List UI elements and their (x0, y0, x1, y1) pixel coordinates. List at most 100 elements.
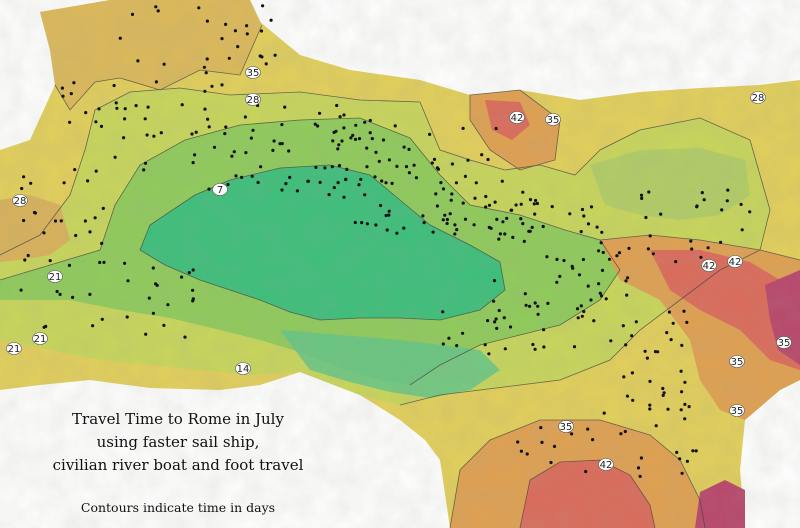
settlement-dot (586, 427, 590, 431)
settlement-dot (581, 257, 586, 262)
settlement-dot (643, 349, 647, 353)
settlement-dot (432, 157, 437, 161)
settlement-dot (53, 219, 58, 223)
settlement-dot (59, 219, 63, 223)
settlement-dot (493, 320, 497, 324)
settlement-dot (380, 179, 384, 183)
settlement-dot (445, 217, 449, 222)
settlement-dot (646, 247, 651, 251)
settlement-dot (22, 175, 26, 179)
settlement-dot (48, 259, 52, 263)
settlement-dot (29, 181, 33, 185)
settlement-dot (509, 208, 513, 212)
settlement-dot (197, 6, 201, 10)
settlement-dot (666, 407, 670, 411)
settlement-dot (443, 213, 447, 217)
contour-label: 21 (32, 332, 48, 345)
settlement-dot (93, 216, 97, 220)
settlement-dot (283, 105, 287, 109)
svg-text:21: 21 (34, 334, 47, 345)
settlement-dot (337, 143, 341, 147)
settlement-dot (88, 292, 92, 296)
settlement-dot (674, 260, 678, 264)
contour-label: 35 (545, 113, 561, 126)
settlement-dot (190, 132, 194, 136)
settlement-dot (495, 326, 499, 330)
settlement-dot (434, 192, 438, 196)
settlement-dot (552, 444, 557, 448)
contour-35-south (449, 419, 706, 528)
settlement-dot (374, 150, 378, 154)
settlement-dot (680, 343, 684, 347)
settlement-dot (739, 202, 743, 206)
settlement-dot (337, 164, 342, 168)
settlement-dot (636, 466, 641, 470)
settlement-dot (314, 165, 318, 169)
settlement-dot (528, 198, 533, 202)
settlement-dot (203, 107, 207, 111)
settlement-dot (523, 292, 527, 296)
contour-label: 14 (235, 362, 251, 375)
contour-label: 28 (245, 93, 261, 106)
settlement-dot (183, 335, 187, 339)
settlement-dot (450, 162, 454, 166)
settlement-dot (212, 145, 217, 149)
settlement-dot (144, 332, 148, 336)
settlement-dot (582, 214, 586, 218)
settlement-dot (624, 343, 628, 347)
settlement-dot (489, 226, 493, 230)
settlement-dot (687, 405, 691, 409)
settlement-dot (577, 273, 582, 277)
settlement-dot (331, 139, 335, 143)
settlement-dot (58, 292, 62, 296)
settlement-dot (280, 188, 284, 192)
settlement-dot (455, 344, 459, 348)
settlement-dot (599, 241, 603, 245)
settlement-dot (422, 221, 426, 225)
settlement-dot (250, 174, 254, 178)
settlement-dot (102, 260, 106, 264)
settlement-dot (370, 137, 374, 141)
contour-label: 42 (727, 255, 743, 268)
settlement-dot (466, 158, 470, 162)
settlement-dot (269, 18, 273, 22)
settlement-dot (431, 230, 435, 234)
settlement-dot (586, 222, 591, 226)
settlement-dot (501, 220, 505, 224)
settlement-dot (68, 120, 72, 124)
settlement-dot (483, 343, 487, 347)
settlement-dot (461, 331, 465, 335)
settlement-dot (589, 298, 593, 302)
settlement-dot (240, 175, 244, 179)
contour-label: 35 (558, 420, 574, 433)
settlement-dot (365, 165, 369, 169)
settlement-dot (683, 402, 687, 406)
contour-label: 42 (701, 259, 717, 272)
settlement-dot (284, 182, 288, 186)
settlement-dot (151, 311, 155, 315)
settlement-dot (623, 429, 627, 434)
settlement-dot (342, 113, 346, 117)
settlement-dot (243, 115, 247, 119)
settlement-dot (690, 247, 694, 251)
settlement-dot (536, 312, 540, 316)
settlement-dot (648, 234, 652, 238)
settlement-dot (455, 228, 459, 232)
settlement-dot (648, 403, 652, 407)
settlement-dot (32, 210, 37, 215)
settlement-dot (67, 263, 72, 267)
contour-14 (0, 117, 621, 386)
settlement-dot (562, 258, 566, 263)
settlement-dot (441, 310, 445, 314)
settlement-dot (245, 32, 249, 36)
settlement-dot (113, 155, 117, 159)
settlement-dot (368, 118, 372, 123)
settlement-dot (349, 136, 353, 140)
settlement-dot (98, 260, 102, 265)
settlement-dot (638, 474, 642, 478)
settlement-dot (384, 213, 388, 218)
settlement-dot (259, 165, 263, 169)
contour-label: 7 (212, 183, 228, 196)
settlement-dot (261, 4, 265, 8)
